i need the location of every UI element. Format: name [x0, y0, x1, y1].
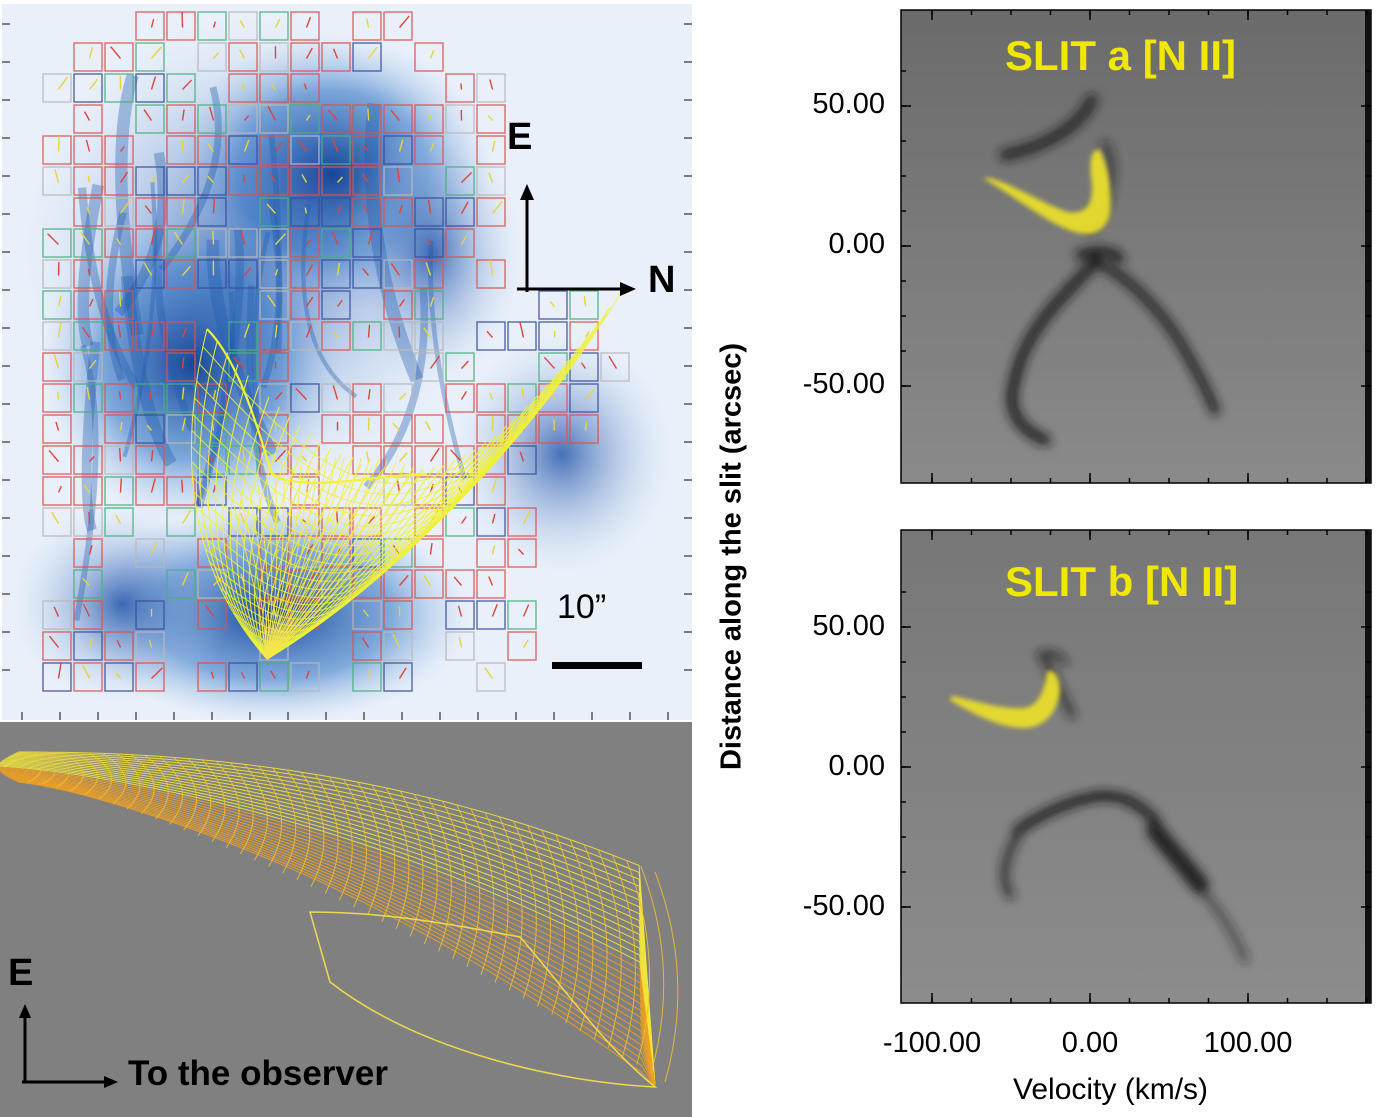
pv-a-emission	[999, 94, 1221, 446]
model-wireframe	[0, 751, 679, 1088]
pv-b-ytick-label: 50.00	[812, 610, 885, 642]
pv-xtick-label: 100.00	[1203, 1027, 1293, 1059]
nebula-image-panel: E N 10”	[2, 4, 692, 720]
observer-compass	[19, 1004, 118, 1088]
compass-east-label: E	[507, 116, 533, 158]
pv-a-ytick-label: 0.00	[828, 228, 885, 260]
pv-a-title: SLIT a [N II]	[1005, 32, 1236, 79]
pv-diagrams-panel: SLIT a [N II] SLIT b [N II] 50.00 0.00 -…	[700, 0, 1378, 1117]
pv-b-title: SLIT b [N II]	[1005, 558, 1239, 605]
pv-b-emission	[1000, 649, 1249, 964]
compass	[517, 184, 636, 296]
pv-a-model-overlay	[983, 149, 1111, 235]
scale-bar-label: 10”	[557, 588, 607, 626]
nebula-image	[2, 4, 692, 720]
pv-plot-a	[900, 9, 1372, 484]
pv-xtick-label: 0.00	[1061, 1027, 1119, 1059]
observer-direction-label: To the observer	[128, 1054, 388, 1093]
model-side-view-panel: E To the observer	[0, 722, 692, 1117]
pv-b-ytick-label: 0.00	[828, 750, 885, 782]
pv-a-ytick-label: 50.00	[812, 88, 885, 120]
pv-x-axis-label: Velocity (km/s)	[1013, 1073, 1209, 1106]
pv-xtick-label: -100.00	[882, 1027, 982, 1059]
observer-compass-east-label: E	[8, 952, 34, 994]
pv-y-axis-label: Distance along the slit (arcsec)	[715, 342, 748, 771]
pv-a-ytick-label: -50.00	[802, 368, 885, 400]
compass-north-label: N	[648, 259, 676, 301]
pv-diagrams	[900, 9, 1372, 1004]
pv-plot-b	[900, 529, 1372, 1004]
scale-bar-icon	[552, 662, 642, 669]
pv-b-ytick-label: -50.00	[802, 890, 885, 922]
pv-b-model-overlay	[950, 670, 1060, 728]
